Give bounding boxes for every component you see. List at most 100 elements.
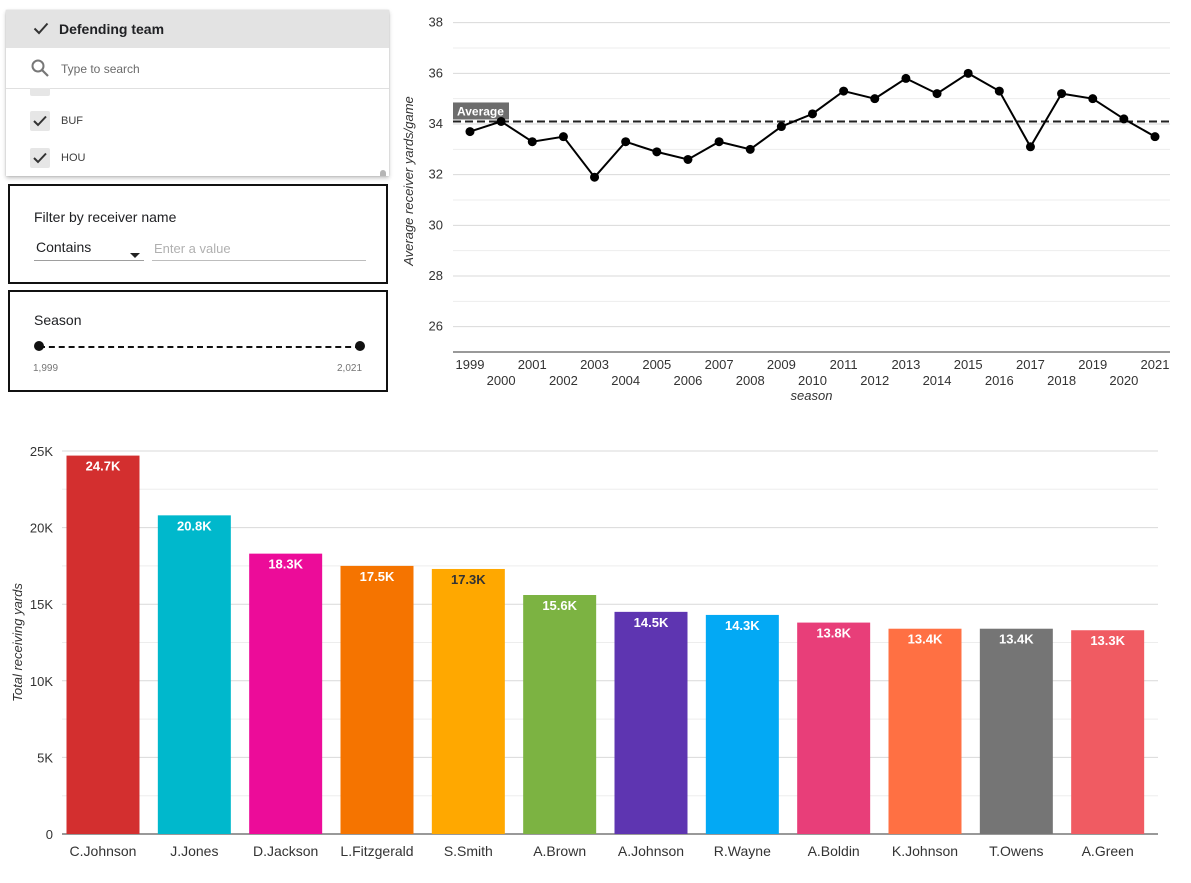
data-point bbox=[1088, 94, 1098, 104]
data-point bbox=[714, 137, 724, 147]
data-point bbox=[745, 144, 755, 154]
y-tick-label: 15K bbox=[30, 597, 53, 612]
x-tick-label: 2014 bbox=[923, 373, 952, 388]
defending-team-title: Defending team bbox=[59, 21, 165, 37]
x-tick-label: 2011 bbox=[830, 357, 858, 372]
x-tick-label: 2020 bbox=[1109, 373, 1138, 388]
bar-value-label: 18.3K bbox=[268, 557, 303, 572]
bar bbox=[431, 568, 505, 834]
team-label: HOU bbox=[61, 152, 86, 164]
bar-value-label: 13.4K bbox=[999, 632, 1034, 647]
season-slider-track[interactable] bbox=[39, 346, 361, 348]
x-tick-label: K.Johnson bbox=[892, 843, 958, 859]
x-tick-label: A.Boldin bbox=[808, 843, 860, 859]
x-tick-label: 2021 bbox=[1141, 357, 1170, 372]
bar bbox=[340, 565, 414, 834]
bar-value-label: 17.5K bbox=[360, 569, 395, 584]
data-point bbox=[1025, 142, 1035, 152]
data-point bbox=[652, 147, 662, 157]
x-tick-label: 2017 bbox=[1016, 357, 1045, 372]
data-point bbox=[496, 116, 506, 126]
x-tick-label: 2001 bbox=[518, 357, 547, 372]
x-tick-label: D.Jackson bbox=[253, 843, 318, 859]
bar bbox=[888, 628, 962, 834]
checkbox[interactable] bbox=[30, 148, 50, 168]
data-point bbox=[870, 94, 880, 104]
y-tick-label: 36 bbox=[429, 65, 443, 80]
x-tick-label: 2000 bbox=[487, 373, 516, 388]
team-label: BUF bbox=[61, 115, 83, 127]
bar-value-label: 24.7K bbox=[86, 459, 121, 474]
x-tick-label: 2016 bbox=[985, 373, 1014, 388]
x-tick-label: 2015 bbox=[954, 357, 983, 372]
data-point bbox=[683, 154, 693, 164]
data-point bbox=[808, 109, 817, 119]
bar-value-label: 13.8K bbox=[816, 626, 851, 641]
operator-select[interactable]: Contains bbox=[34, 236, 144, 261]
list-item-hou[interactable]: HOU bbox=[6, 141, 376, 173]
average-label-box bbox=[453, 102, 509, 120]
season-filter: Season 1,999 2,021 bbox=[8, 290, 388, 392]
x-tick-label: 2018 bbox=[1047, 373, 1076, 388]
season-slider-max-handle[interactable] bbox=[355, 341, 365, 351]
x-axis-title: season bbox=[791, 388, 833, 403]
data-point bbox=[839, 86, 849, 96]
y-tick-label: 25K bbox=[30, 444, 53, 459]
defending-team-header[interactable]: Defending team bbox=[6, 10, 389, 48]
y-tick-label: 28 bbox=[429, 268, 443, 283]
y-tick-label: 32 bbox=[429, 167, 443, 182]
series-line bbox=[469, 72, 1156, 179]
data-point bbox=[527, 137, 537, 147]
bar-value-label: 14.3K bbox=[725, 618, 760, 633]
y-tick-label: 10K bbox=[30, 674, 53, 689]
data-point bbox=[776, 122, 786, 132]
x-tick-label: 2008 bbox=[736, 373, 765, 388]
defending-team-dropdown: Defending team BUF HOU bbox=[6, 10, 389, 176]
x-tick-label: 1999 bbox=[456, 357, 485, 372]
data-point bbox=[1119, 114, 1129, 124]
receiver-name-filter: Filter by receiver name Contains bbox=[8, 184, 388, 284]
bar bbox=[157, 515, 231, 834]
y-axis-title: Average receiver yards/game bbox=[401, 96, 416, 267]
data-point bbox=[590, 172, 600, 182]
x-tick-label: C.Johnson bbox=[70, 843, 137, 859]
checkbox[interactable] bbox=[30, 111, 50, 131]
x-tick-label: 2012 bbox=[860, 373, 889, 388]
data-point bbox=[901, 73, 911, 83]
y-tick-label: 34 bbox=[429, 116, 443, 131]
y-tick-label: 0 bbox=[46, 827, 53, 842]
y-tick-label: 20K bbox=[30, 521, 53, 536]
y-tick-label: 5K bbox=[37, 750, 53, 765]
x-tick-label: J.Jones bbox=[170, 843, 218, 859]
list-item-buf[interactable]: BUF bbox=[6, 104, 376, 136]
x-tick-label: 2010 bbox=[798, 373, 827, 388]
x-tick-label: 2005 bbox=[642, 357, 671, 372]
bar bbox=[1071, 630, 1145, 834]
x-tick-label: 2004 bbox=[611, 373, 640, 388]
x-tick-label: 2002 bbox=[549, 373, 578, 388]
x-tick-label: 2013 bbox=[891, 357, 920, 372]
data-point bbox=[558, 132, 568, 142]
x-tick-label: 2009 bbox=[767, 357, 796, 372]
season-slider-min-handle[interactable] bbox=[34, 341, 44, 351]
x-tick-label: T.Owens bbox=[989, 843, 1043, 859]
bar-value-label: 14.5K bbox=[634, 615, 669, 630]
bar-value-label: 13.4K bbox=[908, 632, 943, 647]
bar bbox=[797, 622, 871, 834]
check-icon bbox=[33, 22, 49, 40]
x-tick-label: 2019 bbox=[1078, 357, 1107, 372]
bar-value-label: 20.8K bbox=[177, 518, 212, 533]
data-point bbox=[1150, 132, 1160, 142]
bar-value-label: 13.3K bbox=[1090, 633, 1125, 648]
bar bbox=[979, 628, 1053, 834]
team-search-input[interactable] bbox=[59, 58, 363, 80]
scrollbar-thumb[interactable] bbox=[380, 170, 386, 176]
partial-checkbox[interactable] bbox=[30, 88, 50, 96]
data-point bbox=[932, 89, 942, 99]
y-axis-title: Total receiving yards bbox=[10, 583, 25, 702]
x-tick-label: A.Johnson bbox=[618, 843, 684, 859]
y-tick-label: 38 bbox=[429, 15, 443, 30]
data-point bbox=[1057, 89, 1067, 99]
bar bbox=[249, 553, 323, 834]
receiver-value-input[interactable] bbox=[152, 236, 366, 261]
